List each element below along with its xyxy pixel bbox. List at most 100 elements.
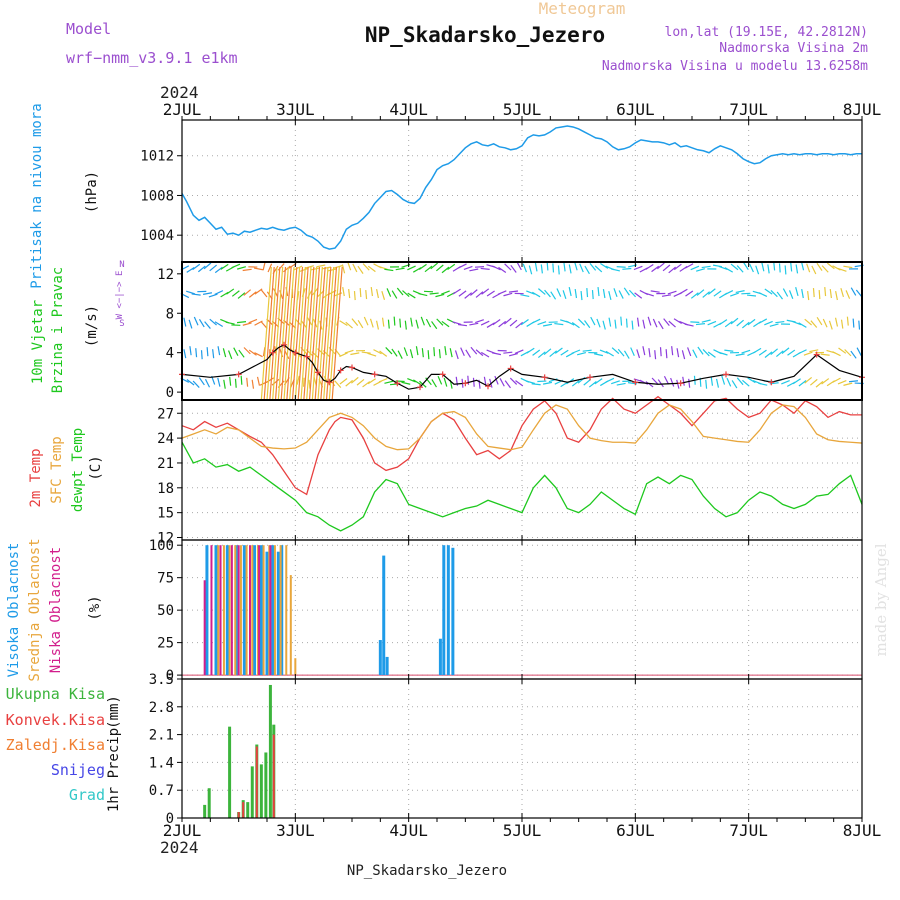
y-tick-label: 0 <box>166 811 174 827</box>
wind-arrow <box>351 376 359 384</box>
high-cloud-bar <box>442 545 446 676</box>
wind-arrow-field <box>180 261 864 389</box>
wind-arrow <box>682 376 685 386</box>
wind-gust-marker <box>315 369 321 376</box>
mid-cloud-bar <box>256 545 259 676</box>
y-tick-label: 0.7 <box>149 783 174 799</box>
wind-gust-marker <box>326 379 333 386</box>
wind-arrow <box>832 351 841 357</box>
high-cloud-bar <box>225 545 229 676</box>
wind-arrow <box>724 349 734 352</box>
wind-arrow <box>747 318 756 326</box>
high-cloud-axis-title: Visoka Oblacnost <box>6 543 22 678</box>
wind-arrow <box>367 378 376 385</box>
wind-arrow <box>238 349 245 358</box>
wind-arrow <box>586 288 589 298</box>
y-tick-label: 25 <box>157 636 174 652</box>
wind-arrow <box>186 290 195 295</box>
wind-arrow <box>622 267 632 270</box>
wind-arrow <box>469 322 479 326</box>
wind-arrow <box>560 349 569 356</box>
wind-arrow <box>636 317 640 327</box>
wind-streak <box>297 266 309 401</box>
wind-arrow <box>574 289 578 299</box>
wind-arrow <box>494 375 499 385</box>
wind-arrow <box>350 352 360 356</box>
wind-arrow <box>534 262 538 272</box>
wind-arrow <box>526 290 535 295</box>
wind-arrow <box>431 379 437 388</box>
wind-arrow <box>509 319 518 327</box>
wind-arrow <box>623 287 630 296</box>
temp-2m-line <box>181 395 862 496</box>
x-tick-label-bottom: 6JUL <box>616 821 655 840</box>
x-tick-label-bottom: 2JUL <box>163 821 202 840</box>
wind-streak <box>306 266 318 401</box>
wind-arrow <box>423 290 434 293</box>
wind-arrow <box>480 267 490 270</box>
wind-arrow <box>577 318 586 326</box>
wind-arrow <box>850 287 857 296</box>
wind-arrow <box>246 377 249 387</box>
y-tick-label: 18 <box>157 481 174 497</box>
wind-arrow <box>470 289 478 296</box>
wind-arrow <box>806 263 811 273</box>
wind-arrow <box>217 377 221 387</box>
wind-arrow <box>209 264 218 272</box>
wind-arrow <box>735 353 745 357</box>
wind-gust-marker <box>541 374 548 381</box>
wind-arrow <box>421 348 424 358</box>
wind-arrow <box>600 262 609 269</box>
wind-arrow <box>798 322 807 328</box>
wind-arrow <box>692 349 698 358</box>
wind-arrow <box>834 317 839 327</box>
wind-arrow <box>730 263 739 271</box>
wind-arrow <box>475 291 484 298</box>
wind-arrow <box>202 292 213 295</box>
high-cloud-bar <box>438 638 442 676</box>
wind-arrow <box>776 291 784 300</box>
wind-arrow <box>333 265 343 269</box>
wind-arrow <box>589 263 597 271</box>
wind-arrow <box>339 320 348 326</box>
wind-arrow <box>209 318 217 326</box>
wind-arrow <box>508 352 519 357</box>
wind-arrow <box>816 316 823 326</box>
wind-arrow <box>573 261 578 271</box>
wind-arrow <box>198 318 205 328</box>
wind-arrow <box>407 377 416 383</box>
precip-legend-3: Snijeg <box>51 761 105 779</box>
wind-arrow <box>563 262 566 272</box>
wind-arrow <box>242 268 252 272</box>
wind-arrow <box>724 267 734 273</box>
wind-arrow <box>795 264 799 274</box>
wind-arrow <box>593 353 604 357</box>
wind-arrow <box>749 263 754 273</box>
wind-arrow <box>701 265 711 269</box>
wind-arrow <box>557 265 560 275</box>
wind-arrow <box>429 292 439 295</box>
wind-arrow <box>642 319 646 329</box>
wind-arrow <box>515 321 524 329</box>
sfc-temp-axis-title: SFC Temp <box>49 436 65 503</box>
wind-arrow <box>481 288 490 295</box>
convective-precip-bar <box>237 812 240 818</box>
total-precip-bar <box>203 804 207 818</box>
wind-arrow <box>499 378 505 387</box>
mid-cloud-bar <box>279 545 282 676</box>
wind-arrow <box>229 376 232 386</box>
wind-arrow <box>526 380 535 385</box>
temp2m-axis-title: 2m Temp <box>28 448 44 507</box>
wind-compass-label: W <−|−> E <box>115 271 125 320</box>
wind-arrow <box>418 263 427 270</box>
wind-arrow <box>189 346 192 356</box>
wind-gust-marker <box>371 371 378 378</box>
mid-cloud-axis-title: Srednja Oblacnost <box>27 538 43 681</box>
wind-arrow <box>810 320 818 328</box>
wind-arrow <box>260 289 268 298</box>
wind-arrow <box>838 347 847 354</box>
wind-arrow <box>676 348 680 358</box>
wind-arrow <box>605 377 615 383</box>
wind-arrow <box>393 316 396 326</box>
wind-arrow <box>801 289 804 299</box>
